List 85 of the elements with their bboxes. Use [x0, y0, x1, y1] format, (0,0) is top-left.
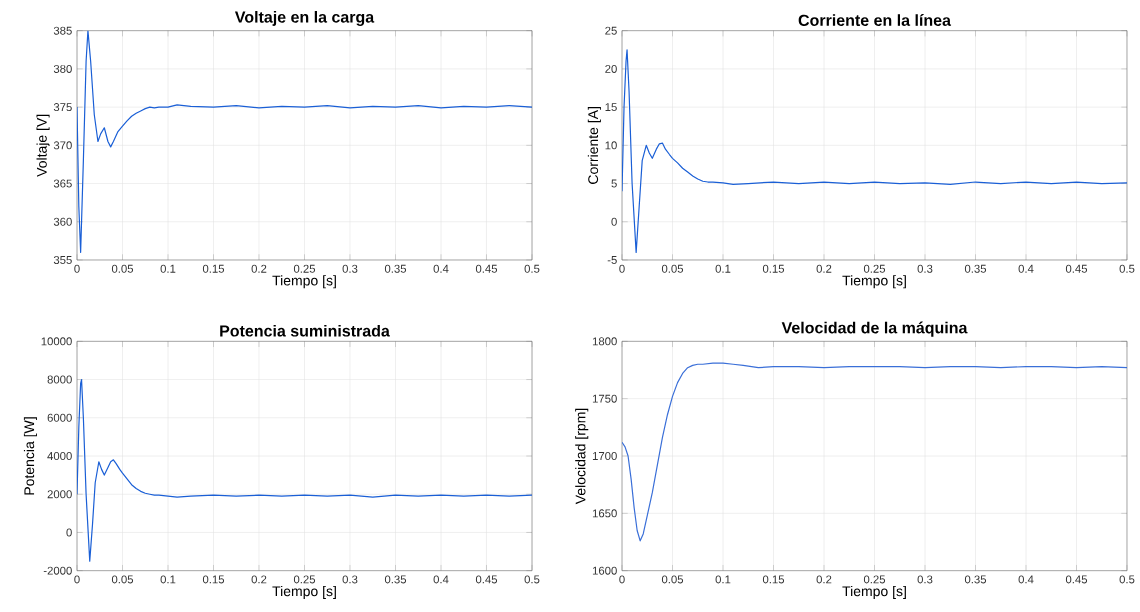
y-tick-label: 370	[53, 141, 72, 150]
y-tick-label: 365	[53, 179, 72, 188]
x-tick-label: 0.45	[475, 264, 498, 273]
x-tick-label: 0.35	[384, 575, 407, 584]
y-tick-label: 10000	[41, 337, 72, 346]
x-tick-label: 0.05	[111, 264, 134, 273]
x-tick-label: 0.35	[964, 264, 987, 273]
y-tick-label: 5	[611, 179, 617, 188]
line-series	[77, 378, 532, 562]
chart-title: Potencia suministrada	[220, 324, 390, 337]
x-tick-label: 0.1	[715, 575, 731, 584]
x-tick-label: 0.2	[251, 264, 267, 273]
y-tick-label: 1600	[592, 566, 617, 575]
y-axis-title: Potencia [W]	[23, 417, 37, 495]
line-series	[77, 30, 532, 253]
y-tick-label: 1750	[592, 394, 617, 403]
y-tick-label: 0	[611, 217, 617, 226]
y-tick-label: 380	[53, 64, 72, 73]
x-tick-label: 0.2	[816, 264, 832, 273]
x-tick-label: 0.5	[1119, 575, 1135, 584]
y-tick-label: 10	[605, 141, 617, 150]
x-tick-label: 0.45	[475, 575, 498, 584]
x-axis-title: Tiempo [s]	[272, 275, 336, 289]
y-tick-label: 360	[53, 217, 72, 226]
y-tick-label: -2000	[43, 566, 72, 575]
x-tick-label: 0.15	[202, 264, 225, 273]
x-tick-label: 0.25	[863, 575, 886, 584]
x-axis-title: Tiempo [s]	[842, 275, 906, 289]
x-tick-label: 0.2	[251, 575, 267, 584]
x-tick-label: 0	[619, 575, 625, 584]
y-tick-label: 4000	[47, 452, 72, 461]
x-tick-label: 0.5	[524, 264, 540, 273]
chart-title: Velocidad de la máquina	[781, 321, 968, 337]
x-tick-label: 0.05	[661, 575, 684, 584]
y-tick-label: -5	[607, 256, 617, 264]
y-tick-label: 1650	[592, 509, 617, 518]
x-tick-label: 0.4	[433, 575, 449, 584]
y-tick-label: 2000	[47, 490, 72, 499]
y-tick-label: 375	[53, 103, 72, 112]
y-tick-label: 0	[66, 528, 72, 537]
x-tick-label: 0	[619, 264, 625, 273]
x-tick-label: 0.1	[160, 264, 176, 273]
x-tick-label: 0.4	[1018, 575, 1034, 584]
x-tick-label: 0.35	[964, 575, 987, 584]
y-tick-label: 355	[53, 256, 72, 265]
x-tick-label: 0.25	[293, 264, 316, 273]
x-tick-label: 0.4	[1018, 264, 1034, 273]
x-tick-label: 0.2	[816, 575, 832, 584]
y-tick-label: 8000	[47, 375, 72, 384]
x-tick-label: 0.3	[342, 264, 358, 273]
x-tick-label: 0.4	[433, 264, 449, 273]
chart-title: Corriente en la línea	[798, 14, 952, 26]
x-tick-label: 0.3	[917, 264, 933, 273]
x-tick-label: 0	[74, 264, 80, 273]
x-tick-label: 0.05	[111, 575, 134, 584]
x-tick-label: 0.5	[524, 575, 540, 584]
x-tick-label: 0.15	[762, 575, 785, 584]
chart-title: Voltaje en la carga	[234, 10, 375, 26]
y-axis-title: Corriente [A]	[587, 107, 601, 184]
x-tick-label: 0.15	[202, 575, 225, 584]
x-tick-label: 0.5	[1119, 264, 1135, 273]
y-tick-label: 15	[605, 103, 617, 112]
x-tick-label: 0.25	[863, 264, 886, 273]
x-axis-title: Tiempo [s]	[842, 585, 906, 599]
y-tick-label: 1700	[592, 452, 617, 461]
line-series	[622, 49, 1127, 253]
x-tick-label: 0.35	[384, 264, 407, 273]
x-tick-label: 0.45	[1065, 264, 1088, 273]
y-axis-title: Velocidad [rpm]	[575, 408, 589, 505]
y-tick-label: 25	[605, 26, 617, 35]
y-tick-label: 6000	[47, 413, 72, 422]
x-axis-title: Tiempo [s]	[272, 585, 336, 599]
x-tick-label: 0.45	[1065, 575, 1088, 584]
x-tick-label: 0.1	[715, 264, 731, 273]
x-tick-label: 0.05	[661, 264, 684, 273]
x-tick-label: 0	[74, 575, 80, 584]
x-tick-label: 0.15	[762, 264, 785, 273]
x-tick-label: 0.3	[342, 575, 358, 584]
y-tick-label: 1800	[592, 337, 617, 346]
x-tick-label: 0.1	[160, 575, 176, 584]
x-tick-label: 0.3	[917, 575, 933, 584]
x-tick-label: 0.25	[293, 575, 316, 584]
y-tick-label: 385	[53, 26, 72, 35]
y-tick-label: 20	[605, 64, 617, 73]
y-axis-title: Voltaje [V]	[36, 114, 50, 177]
